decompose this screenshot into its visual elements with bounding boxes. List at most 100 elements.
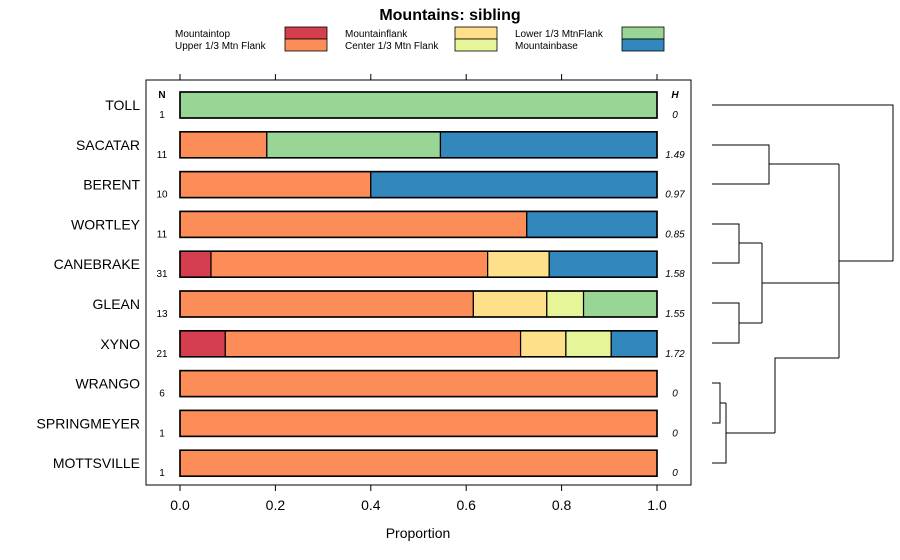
dendro-left-cluster	[838, 164, 893, 358]
category-label: MOTTSVILLE	[53, 455, 140, 471]
x-tick-label: 0.0	[170, 497, 190, 513]
h-value: 1.49	[665, 150, 685, 161]
dendro-mid-cluster	[761, 243, 839, 323]
legend-label: Mountainflank	[345, 29, 408, 40]
bar-outline	[179, 91, 658, 119]
x-axis: 0.0 0.2 0.4 0.6 0.8 1.0	[170, 74, 667, 513]
x-tick-label: 0.8	[552, 497, 572, 513]
chart-title: Mountains: sibling	[379, 7, 520, 24]
legend-label: Lower 1/3 MtnFlank	[515, 29, 604, 40]
category-label: WRANGO	[75, 376, 140, 392]
dendro-wortley-canebrake	[712, 223, 762, 264]
legend-swatch	[621, 38, 665, 52]
h-column-header: H	[671, 90, 679, 101]
x-tick-label: 0.6	[456, 497, 476, 513]
legend-swatch	[284, 26, 328, 40]
n-value: 11	[157, 150, 168, 161]
n-value: 1	[159, 428, 165, 439]
h-value: 1.72	[665, 349, 685, 360]
bar-outline	[179, 250, 658, 278]
bar-segment	[179, 449, 658, 477]
h-value: 0	[672, 110, 678, 121]
bar-segment	[472, 290, 548, 318]
h-value: 0	[672, 468, 678, 479]
dendro-wrango-springmeyer	[712, 382, 726, 424]
legend-swatch	[284, 38, 328, 52]
bar-segment	[179, 210, 528, 238]
category-label: TOLL	[105, 97, 140, 113]
bar-segment	[546, 290, 585, 318]
bar-outline	[179, 329, 658, 358]
bar-segment	[526, 210, 658, 238]
legend-swatch	[454, 26, 498, 40]
h-value: 0.85	[665, 229, 685, 240]
category-label: SPRINGMEYER	[37, 415, 140, 431]
h-value: 0.97	[665, 190, 685, 201]
bar-segment	[548, 250, 658, 278]
bar-segment	[370, 171, 658, 199]
legend-swatch	[454, 38, 498, 52]
legend-swatch	[621, 26, 665, 40]
bar-segment	[210, 250, 489, 278]
dendro-toll-leaf	[712, 104, 894, 261]
bar-segment	[439, 131, 658, 159]
category-label: CANEBRAKE	[54, 256, 140, 272]
bar-segment	[582, 290, 658, 318]
x-axis-label: Proportion	[386, 525, 451, 541]
bar-segment	[179, 91, 658, 119]
dendro-mottsville	[712, 403, 775, 464]
bar-segment	[224, 330, 522, 358]
h-value: 1.58	[665, 269, 685, 280]
category-label: WORTLEY	[71, 216, 141, 232]
x-tick-label: 0.2	[266, 497, 286, 513]
dendro-glean-xyno	[712, 302, 762, 344]
category-label: GLEAN	[93, 296, 140, 312]
h-value: 1.55	[665, 309, 685, 320]
x-tick-label: 1.0	[647, 497, 667, 513]
bar-segment	[487, 250, 550, 278]
bar-segment	[266, 131, 442, 159]
bar-segment	[179, 409, 658, 437]
category-label: SACATAR	[76, 137, 140, 153]
bar-segment	[519, 330, 567, 358]
h-value: 0	[672, 389, 678, 400]
legend-label: Upper 1/3 Mtn Flank	[175, 41, 267, 52]
legend-label: Mountainbase	[515, 41, 578, 52]
dendro-bottom-join	[774, 357, 839, 433]
bar-outline	[179, 369, 658, 398]
n-value: 1	[159, 110, 165, 121]
bar-segment	[179, 290, 474, 318]
n-value: 1	[159, 468, 165, 479]
n-value: 13	[156, 309, 168, 320]
bar-segment	[179, 370, 658, 398]
n-column-header: N	[158, 90, 165, 101]
dendro-sacatar-berent	[712, 144, 839, 185]
bar-outline	[179, 210, 658, 239]
n-value: 10	[156, 190, 168, 201]
legend-label: Center 1/3 Mtn Flank	[345, 41, 439, 52]
bar-outline	[179, 409, 658, 438]
bar-segment	[565, 330, 612, 358]
n-value: 11	[157, 229, 168, 240]
n-value: 21	[156, 349, 168, 360]
category-label: BERENT	[83, 177, 140, 193]
plot-frame	[145, 79, 692, 486]
bar-segment	[179, 250, 212, 278]
bar-outline	[179, 449, 658, 478]
category-label: XYNO	[100, 336, 140, 352]
bar-outline	[179, 131, 658, 159]
legend-label: Mountaintop	[175, 29, 230, 40]
n-value: 6	[159, 389, 165, 400]
bar-segment	[179, 131, 268, 159]
dendrogram	[712, 104, 894, 464]
bar-outline	[179, 170, 658, 199]
n-value: 31	[156, 269, 168, 280]
bar-outline	[179, 290, 658, 318]
h-value: 0	[672, 428, 678, 439]
x-tick-label: 0.4	[361, 497, 381, 513]
bar-segment	[179, 171, 372, 199]
bar-segment	[610, 330, 658, 358]
